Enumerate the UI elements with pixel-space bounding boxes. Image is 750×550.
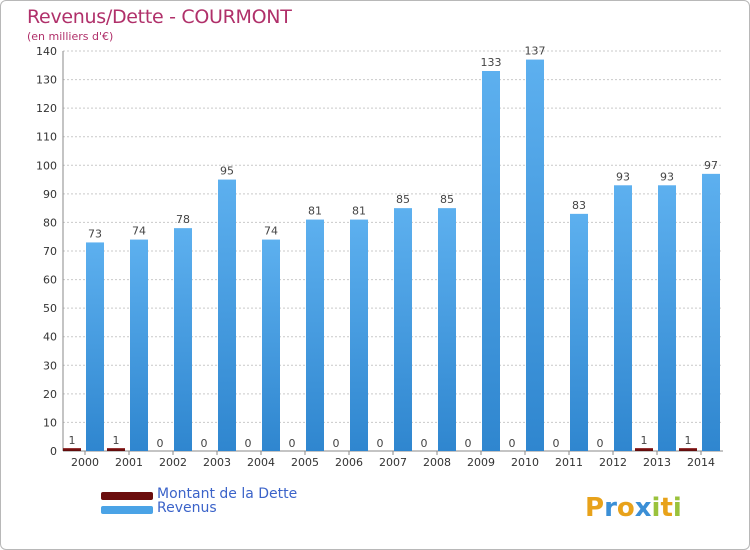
debt-value-label: 0 <box>245 437 252 450</box>
y-tick-label: 10 <box>43 416 57 429</box>
y-tick-label: 90 <box>43 188 57 201</box>
y-tick-label: 0 <box>50 445 57 458</box>
debt-value-label: 0 <box>553 437 560 450</box>
y-tick-label: 80 <box>43 216 57 229</box>
revenus-bar <box>350 219 368 451</box>
y-tick-label: 140 <box>36 45 57 58</box>
y-tick-label: 60 <box>43 274 57 287</box>
debt-value-label: 0 <box>201 437 208 450</box>
legend-swatch-revenus <box>101 506 153 514</box>
debt-bar <box>635 448 653 451</box>
revenus-value-label: 74 <box>264 225 278 238</box>
revenus-bar <box>86 242 104 451</box>
debt-bar <box>63 448 81 451</box>
revenus-value-label: 137 <box>525 45 546 58</box>
legend-label-debt: Montant de la Dette <box>157 486 298 502</box>
y-tick-label: 30 <box>43 359 57 372</box>
revenus-bar <box>394 208 412 451</box>
revenus-value-label: 97 <box>704 159 718 172</box>
revenus-value-label: 78 <box>176 213 190 226</box>
revenus-bar <box>262 239 280 451</box>
debt-value-label: 1 <box>69 434 76 447</box>
x-tick-label: 2005 <box>291 456 319 469</box>
revenus-value-label: 81 <box>308 205 322 218</box>
debt-value-label: 0 <box>597 437 604 450</box>
revenus-value-label: 93 <box>660 170 674 183</box>
chart-subtitle: (en milliers d'€) <box>27 30 114 43</box>
revenus-value-label: 85 <box>440 193 454 206</box>
revenus-value-label: 95 <box>220 165 234 178</box>
x-tick-label: 2014 <box>687 456 715 469</box>
debt-value-label: 0 <box>465 437 472 450</box>
y-tick-label: 50 <box>43 302 57 315</box>
x-tick-label: 2001 <box>115 456 143 469</box>
revenus-bar <box>438 208 456 451</box>
revenus-bar <box>482 71 500 451</box>
debt-bar <box>679 448 697 451</box>
x-tick-label: 2011 <box>555 456 583 469</box>
debt-value-label: 0 <box>509 437 516 450</box>
x-tick-label: 2013 <box>643 456 671 469</box>
proxiti-logo: Proxiti <box>585 493 682 523</box>
x-tick-label: 2006 <box>335 456 363 469</box>
x-tick-label: 2010 <box>511 456 539 469</box>
legend-label-revenus: Revenus <box>157 500 217 516</box>
x-tick-label: 2007 <box>379 456 407 469</box>
debt-value-label: 0 <box>157 437 164 450</box>
y-tick-label: 100 <box>36 159 57 172</box>
x-tick-label: 2004 <box>247 456 275 469</box>
debt-value-label: 0 <box>333 437 340 450</box>
revenus-bar <box>306 219 324 451</box>
revenus-value-label: 83 <box>572 199 586 212</box>
debt-value-label: 0 <box>421 437 428 450</box>
x-tick-label: 2009 <box>467 456 495 469</box>
revenus-bar <box>218 179 236 452</box>
y-tick-label: 70 <box>43 245 57 258</box>
y-tick-label: 130 <box>36 74 57 87</box>
revenus-value-label: 85 <box>396 193 410 206</box>
revenus-bar <box>702 173 720 451</box>
revenus-value-label: 93 <box>616 170 630 183</box>
proxiti-logo-text: Proxiti <box>585 493 682 523</box>
revenus-value-label: 81 <box>352 205 366 218</box>
revenus-value-label: 73 <box>88 227 102 240</box>
x-tick-label: 2012 <box>599 456 627 469</box>
debt-value-label: 0 <box>289 437 296 450</box>
x-tick-label: 2003 <box>203 456 231 469</box>
revenus-bar <box>658 185 676 452</box>
x-tick-label: 2000 <box>71 456 99 469</box>
x-tick-label: 2008 <box>423 456 451 469</box>
chart-title: Revenus/Dette - COURMONT <box>27 6 292 28</box>
y-tick-label: 40 <box>43 331 57 344</box>
x-tick-label: 2002 <box>159 456 187 469</box>
revenus-bar <box>526 59 544 451</box>
debt-value-label: 1 <box>641 434 648 447</box>
debt-value-label: 0 <box>377 437 384 450</box>
revenus-bar <box>570 213 588 451</box>
y-tick-label: 120 <box>36 102 57 115</box>
debt-value-label: 1 <box>113 434 120 447</box>
y-tick-label: 20 <box>43 388 57 401</box>
revenus-value-label: 74 <box>132 225 146 238</box>
debt-bar <box>107 448 125 451</box>
revenus-value-label: 133 <box>481 56 502 69</box>
y-tick-label: 110 <box>36 131 57 144</box>
revenus-bar <box>174 228 192 451</box>
revenus-bar <box>614 185 632 452</box>
revenus-bar <box>130 239 148 451</box>
legend-swatch-debt <box>101 492 153 500</box>
debt-value-label: 1 <box>685 434 692 447</box>
